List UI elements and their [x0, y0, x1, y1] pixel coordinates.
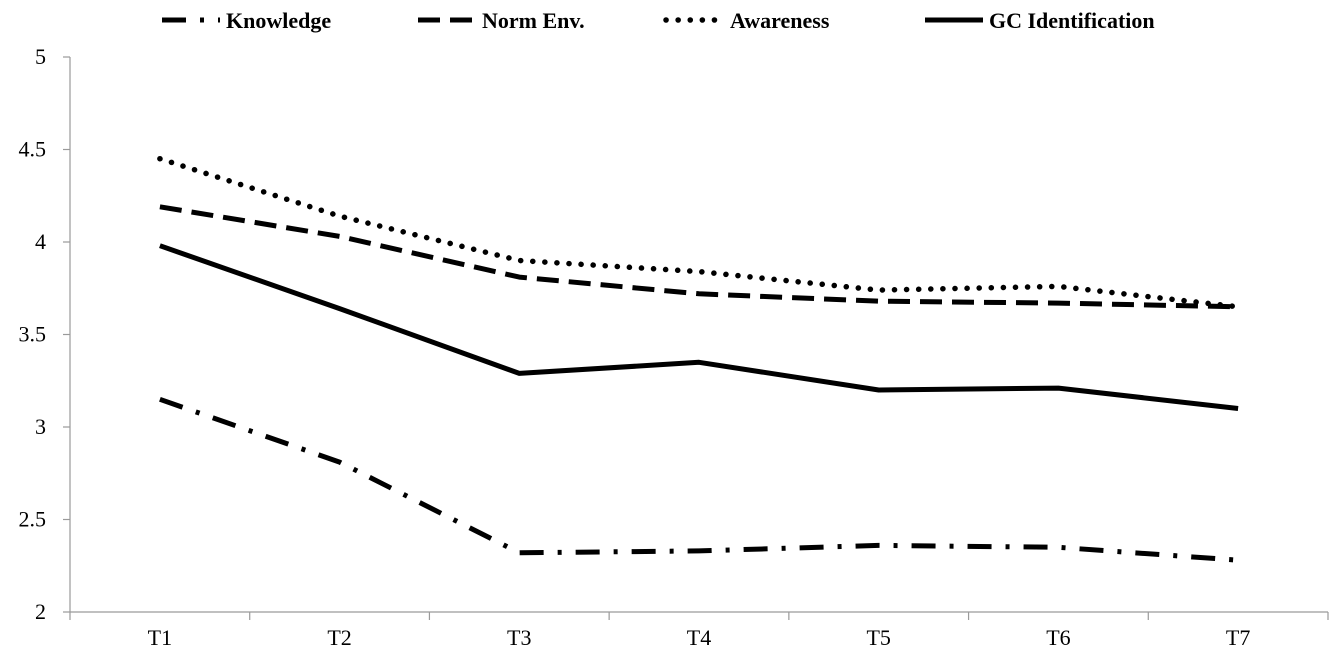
x-tick-label: T1 [148, 625, 172, 650]
x-tick-label: T5 [866, 625, 890, 650]
legend-label: Norm Env. [482, 8, 585, 33]
x-tick-label: T6 [1046, 625, 1070, 650]
y-tick-label: 2 [35, 599, 46, 624]
y-tick-label: 4.5 [19, 137, 47, 162]
y-tick-label: 5 [35, 44, 46, 69]
series-line-gc-identification [159, 243, 1239, 411]
legend-label: Awareness [730, 8, 830, 33]
legend-label: Knowledge [226, 8, 331, 33]
y-tick-label: 2.5 [19, 507, 47, 532]
series-line-norm-env [159, 204, 1239, 310]
legend-label: GC Identification [989, 8, 1155, 33]
legend: Knowledge Norm Env. Awareness GC Identifica… [162, 8, 1155, 33]
y-tick-label: 3.5 [19, 322, 47, 347]
x-tick-label: T7 [1226, 625, 1250, 650]
y-tick-label: 3 [35, 414, 46, 439]
series-lines [157, 155, 1241, 563]
axes: 2 2.5 3 3.5 4 4.5 5 T1 T2 T3 T4 T5 T6 T7 [19, 44, 1329, 650]
series-line-knowledge [159, 396, 1239, 563]
x-tick-label: T4 [687, 625, 711, 650]
x-tick-label: T3 [507, 625, 531, 650]
y-tick-label: 4 [35, 229, 46, 254]
x-tick-label: T2 [327, 625, 351, 650]
